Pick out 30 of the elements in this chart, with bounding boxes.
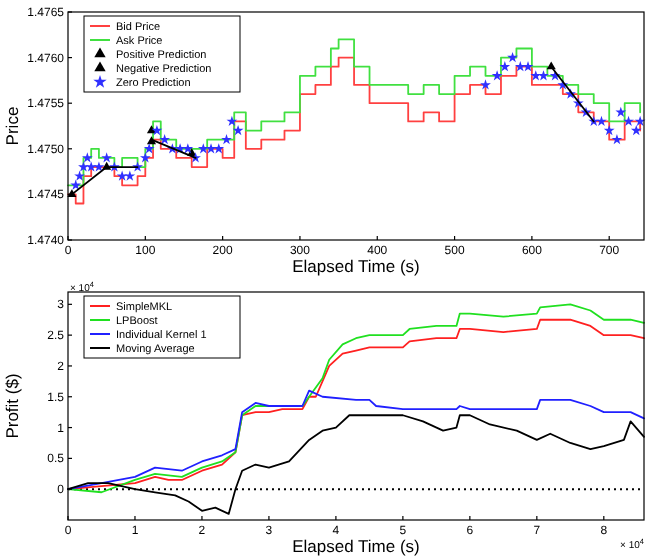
point <box>93 161 105 172</box>
point <box>603 124 615 136</box>
point <box>491 70 503 81</box>
point <box>499 61 511 72</box>
point <box>596 115 607 127</box>
point <box>78 161 89 172</box>
point <box>538 70 549 81</box>
point <box>81 152 93 163</box>
point <box>611 134 623 145</box>
x-axis-title: Elapsed Time (s) <box>292 536 421 556</box>
point <box>630 124 642 136</box>
point <box>124 170 136 181</box>
y-axis-title: Profit ($) <box>2 373 22 439</box>
point <box>116 170 128 181</box>
point <box>74 170 85 181</box>
line-series <box>67 389 645 491</box>
point <box>159 134 171 145</box>
point <box>623 115 634 127</box>
point <box>85 161 97 172</box>
point <box>221 134 232 145</box>
x-axis-title: Elapsed Time (s) <box>292 256 421 276</box>
point <box>151 124 163 136</box>
point <box>101 152 113 163</box>
point <box>480 79 491 90</box>
point <box>232 124 244 136</box>
y-axis-title: Price <box>2 106 22 146</box>
point <box>139 152 151 163</box>
point <box>507 51 518 63</box>
point <box>514 61 526 72</box>
point <box>143 143 155 154</box>
